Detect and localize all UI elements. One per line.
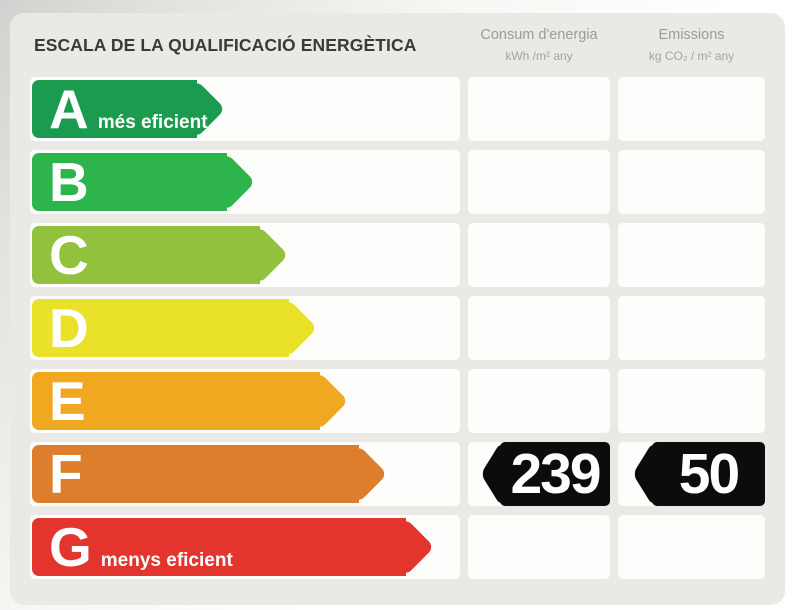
rating-letter-e: E: [49, 370, 86, 432]
band-arrow-tip: [259, 299, 318, 357]
scale-cell-c: C: [30, 223, 460, 287]
rating-letter-b: B: [49, 151, 89, 213]
emissions-cell-d: [618, 296, 765, 360]
header: ESCALA DE LA QUALIFICACIÓ ENERGÈTICA Con…: [30, 13, 765, 77]
rating-letter-f: F: [49, 443, 83, 505]
band-arrow-tip: [197, 153, 256, 211]
rating-row-f: F 239 50: [30, 442, 765, 506]
band-arrow-tip: [290, 372, 349, 430]
scale-cell-f: F: [30, 442, 460, 506]
emissions-cell-g: [618, 515, 765, 579]
emissions-cell-a: [618, 77, 765, 141]
emissions-cell-f: 50: [618, 442, 765, 506]
consum-unit: kWh /m² any: [505, 49, 573, 63]
rating-caption-g: menys eficient: [100, 550, 233, 571]
consum-cell-g: [468, 515, 610, 579]
rating-band-c: C: [32, 224, 289, 286]
rating-letter-d: D: [49, 297, 89, 359]
consum-cell-a: [468, 77, 610, 141]
emissions-cell-c: [618, 223, 765, 287]
band-arrow-tip: [230, 226, 289, 284]
rating-letter-a: A: [49, 78, 89, 140]
band-arrow-tip: [376, 518, 435, 576]
page-title: ESCALA DE LA QUALIFICACIÓ ENERGÈTICA: [34, 34, 417, 55]
consum-cell-d: [468, 296, 610, 360]
rating-band-f: F: [32, 443, 388, 505]
rating-band-a: A més eficient: [32, 78, 226, 140]
consum-value-badge: 239: [480, 441, 610, 506]
scale-cell-g: G menys eficient: [30, 515, 460, 579]
consum-cell-f: 239: [468, 442, 610, 506]
badge-arrow-tip: [632, 442, 673, 506]
energy-scale-panel: ESCALA DE LA QUALIFICACIÓ ENERGÈTICA Con…: [10, 13, 785, 605]
emissions-unit: kg CO₂ / m² any: [648, 49, 735, 63]
rating-band-e: E: [32, 370, 349, 432]
rating-band-d: D: [32, 297, 318, 359]
band-arrow-tip: [329, 445, 388, 503]
rating-grid: A més eficient B: [30, 77, 765, 579]
rating-row-e: E: [30, 369, 765, 433]
rating-row-a: A més eficient: [30, 77, 765, 141]
emissions-value: 50: [678, 441, 740, 506]
rating-band-g: G menys eficient: [32, 516, 435, 578]
rating-caption-a: més eficient: [97, 112, 208, 133]
emissions-cell-b: [618, 150, 765, 214]
rating-row-d: D: [30, 296, 765, 360]
scale-cell-e: E: [30, 369, 460, 433]
consum-cell-c: [468, 223, 610, 287]
rating-row-c: C: [30, 223, 765, 287]
column-header-emissions: Emissions kg CO₂ / m² any: [618, 27, 765, 63]
consum-label: Consum d'energia: [480, 27, 598, 43]
consum-cell-e: [468, 369, 610, 433]
rating-row-b: B: [30, 150, 765, 214]
scale-cell-d: D: [30, 296, 460, 360]
consum-value: 239: [510, 441, 601, 506]
rating-letter-c: C: [49, 224, 89, 286]
rating-band-b: B: [32, 151, 256, 213]
consum-cell-b: [468, 150, 610, 214]
scale-cell-b: B: [30, 150, 460, 214]
rating-letter-g: G: [49, 516, 92, 578]
emissions-label: Emissions: [658, 27, 725, 43]
emissions-cell-e: [618, 369, 765, 433]
emissions-value-badge: 50: [632, 441, 765, 506]
rating-row-g: G menys eficient: [30, 515, 765, 579]
column-header-consum: Consum d'energia kWh /m² any: [468, 27, 610, 63]
scale-cell-a: A més eficient: [30, 77, 460, 141]
